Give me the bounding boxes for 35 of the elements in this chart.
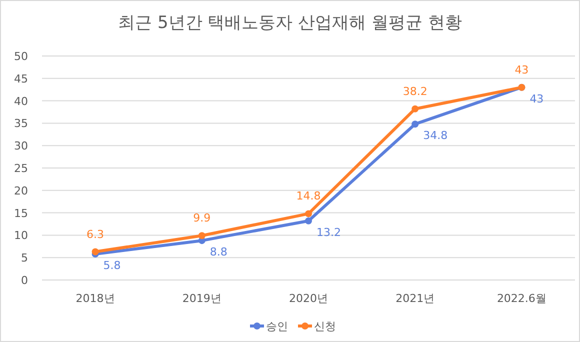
- point: [412, 105, 419, 112]
- point: [198, 232, 206, 240]
- x-tick-label: 2022.6월: [496, 292, 546, 305]
- data-label: 6.3: [86, 228, 104, 241]
- point: [92, 248, 99, 256]
- y-tick-label: 25: [14, 162, 28, 175]
- data-label: 8.8: [210, 246, 228, 259]
- data-label: 34.8: [423, 129, 448, 142]
- y-tick-label: 40: [14, 94, 28, 108]
- point: [305, 210, 312, 218]
- x-tick-label: 2019년: [182, 292, 222, 305]
- point: [412, 120, 419, 128]
- data-label: 14.8: [296, 190, 321, 203]
- point: [305, 217, 312, 224]
- data-label: 43: [514, 63, 529, 76]
- y-tick-label: 10: [14, 229, 28, 242]
- y-tick-label: 50: [14, 50, 28, 63]
- data-label: 38.2: [402, 84, 428, 98]
- y-tick-label: 45: [14, 72, 28, 86]
- data-label: 5.8: [103, 259, 121, 272]
- legend-label: 승인: [266, 320, 288, 333]
- data-label: 9.9: [193, 212, 211, 225]
- data-label: 43: [530, 92, 544, 106]
- legend-label: 신청: [314, 320, 336, 333]
- y-tick-label: 30: [14, 140, 28, 153]
- data-label: 13.2: [316, 226, 341, 239]
- x-tick-label: 2018년: [76, 292, 115, 305]
- y-tick-label: 35: [14, 117, 28, 130]
- y-tick-label: 0: [21, 274, 28, 287]
- y-tick-label: 15: [14, 206, 28, 220]
- x-tick-label: 2021년: [396, 292, 435, 305]
- y-tick-label: 20: [14, 184, 28, 198]
- x-tick-label: 2020년: [289, 292, 328, 305]
- y-tick-label: 5: [21, 252, 28, 265]
- title: 최근 5년간 택배노동자 산업재해 월평균 현황: [118, 13, 462, 33]
